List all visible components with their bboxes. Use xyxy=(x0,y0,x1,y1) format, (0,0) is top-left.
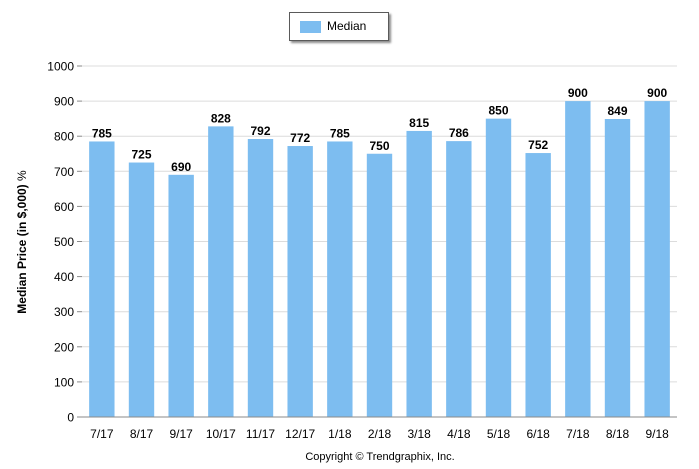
data-label: 785 xyxy=(92,126,112,140)
value-labels: 785 725 690 828 792 772 785 750 815 786 850 752 900 8… xyxy=(92,86,668,174)
x-tick-label: 10/17 xyxy=(206,427,236,441)
y-axis-ticks: 0 100 200 300 400 500 600 700 800 900 1000 xyxy=(47,60,82,425)
x-tick-label: 11/17 xyxy=(246,427,275,441)
x-tick-label: 12/17 xyxy=(285,427,315,441)
y-tick-label: 300 xyxy=(54,305,74,319)
bar xyxy=(406,130,432,417)
legend-swatch-median xyxy=(300,21,321,33)
bar xyxy=(604,119,631,417)
data-label: 849 xyxy=(607,104,627,118)
x-tick-label: 3/18 xyxy=(407,427,431,441)
y-tick-label: 600 xyxy=(54,200,74,214)
y-tick-label: 900 xyxy=(54,95,74,109)
x-tick-label: 7/17 xyxy=(90,427,114,441)
legend-label-median: Median xyxy=(327,19,367,33)
data-label: 828 xyxy=(211,111,231,125)
y-tick-label: 700 xyxy=(54,165,74,179)
x-tick-label: 8/18 xyxy=(606,427,630,441)
x-tick-label: 6/18 xyxy=(526,427,550,441)
bar xyxy=(247,139,274,417)
y-tick-label: 400 xyxy=(54,270,74,284)
x-tick-label: 5/18 xyxy=(487,427,511,441)
data-label: 690 xyxy=(171,160,191,174)
y-tick-label: 200 xyxy=(54,340,74,354)
data-label: 850 xyxy=(488,104,508,118)
x-tick-label: 9/17 xyxy=(169,427,193,441)
x-tick-label: 4/18 xyxy=(447,427,471,441)
bars xyxy=(89,101,670,418)
bar xyxy=(89,141,115,417)
x-axis-ticks: 7/17 8/17 9/17 10/17 11/17 12/17 1/18 2/18 3/18 4… xyxy=(90,427,669,441)
y-tick-label: 500 xyxy=(54,235,74,249)
bar xyxy=(485,118,512,418)
data-label: 750 xyxy=(369,139,389,153)
data-label: 772 xyxy=(290,131,310,145)
data-label: 900 xyxy=(568,86,588,100)
y-tick-label: 1000 xyxy=(47,60,74,74)
y-tick-label: 800 xyxy=(54,130,74,144)
y-tick-label: 0 xyxy=(67,411,74,425)
bar xyxy=(446,141,472,417)
x-tick-label: 7/18 xyxy=(566,427,590,441)
data-label: 725 xyxy=(131,148,151,162)
y-axis-title: Median Price (in $,000) % xyxy=(15,170,29,313)
x-tick-label: 8/17 xyxy=(130,427,154,441)
bar xyxy=(168,174,194,417)
bar xyxy=(525,153,551,417)
bar xyxy=(366,153,393,417)
data-label: 752 xyxy=(528,138,548,152)
y-axis-title-unit: % xyxy=(15,170,29,181)
data-label: 815 xyxy=(409,116,429,130)
bar xyxy=(208,126,234,417)
copyright-footer: Copyright © Trendgraphix, Inc. xyxy=(305,451,455,463)
x-tick-label: 2/18 xyxy=(368,427,392,441)
bar xyxy=(287,146,313,417)
data-label: 785 xyxy=(330,126,350,140)
bar xyxy=(128,162,155,417)
legend: Median xyxy=(289,12,389,41)
y-axis-title-text: Median Price (in $,000) xyxy=(15,184,29,314)
x-tick-label: 9/18 xyxy=(645,427,669,441)
x-tick-label: 1/18 xyxy=(328,427,352,441)
bar xyxy=(327,141,353,417)
bar xyxy=(644,101,670,417)
data-label: 792 xyxy=(250,124,270,138)
bar xyxy=(565,101,591,417)
y-tick-label: 100 xyxy=(54,375,74,389)
data-label: 786 xyxy=(449,126,469,140)
data-label: 900 xyxy=(647,86,667,100)
